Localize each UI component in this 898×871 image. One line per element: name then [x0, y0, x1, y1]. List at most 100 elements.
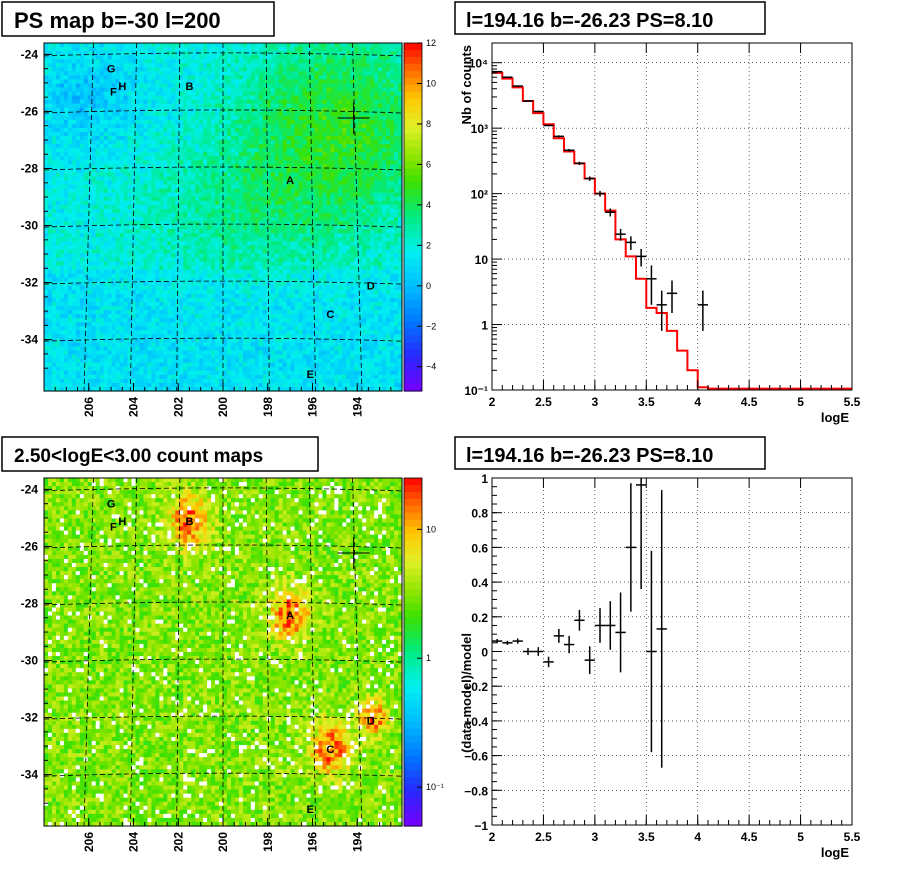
- map-pixel: [127, 196, 133, 202]
- map-pixel: [151, 123, 156, 129]
- map-pixel: [346, 245, 351, 250]
- map-pixel: [79, 103, 85, 109]
- map-pixel: [330, 245, 335, 250]
- map-pixel: [322, 261, 328, 267]
- map-pixel: [354, 59, 359, 64]
- map-pixel: [226, 136, 232, 141]
- map-pixel: [199, 160, 204, 165]
- map-pixel: [262, 233, 268, 238]
- map-pixel: [123, 225, 129, 230]
- map-pixel: [47, 87, 53, 93]
- map-pixel: [282, 95, 288, 101]
- map-pixel: [242, 225, 248, 230]
- map-pixel: [294, 245, 300, 250]
- map-pixel: [75, 196, 81, 202]
- map-pixel: [131, 115, 137, 121]
- map-pixel: [171, 184, 176, 190]
- map-pixel: [139, 208, 145, 214]
- map-pixel: [278, 83, 284, 89]
- map-pixel: [79, 95, 85, 101]
- map-pixel: [278, 221, 284, 226]
- map-pixel: [119, 249, 125, 255]
- map-pixel: [99, 212, 105, 218]
- map-pixel: [382, 111, 387, 117]
- map-pixel: [310, 111, 316, 117]
- map-pixel: [59, 152, 65, 157]
- map-pixel: [215, 83, 220, 89]
- map-pixel: [326, 261, 331, 267]
- map-pixel: [226, 95, 232, 101]
- map-pixel: [83, 245, 89, 250]
- map-pixel: [294, 119, 300, 125]
- map-pixel: [286, 261, 292, 267]
- map-pixel: [262, 123, 268, 129]
- map-pixel: [44, 156, 49, 161]
- map-pixel: [44, 103, 49, 109]
- map-pixel: [147, 148, 152, 153]
- map-pixel: [266, 225, 272, 230]
- map-pixel: [91, 200, 97, 206]
- map-pixel: [342, 79, 347, 85]
- map-pixel: [354, 47, 359, 52]
- map-pixel: [175, 225, 180, 230]
- map-pixel: [127, 204, 133, 210]
- map-pixel: [207, 204, 212, 210]
- map-pixel: [338, 156, 343, 161]
- map-pixel: [362, 241, 367, 246]
- map-pixel: [338, 63, 343, 68]
- map-pixel: [159, 107, 164, 113]
- map-pixel: [171, 217, 176, 222]
- map-pixel: [179, 152, 184, 157]
- map-pixel: [63, 164, 69, 170]
- map-pixel: [358, 180, 363, 186]
- map-pixel: [187, 261, 192, 267]
- map-pixel: [394, 148, 399, 153]
- map-pixel: [314, 221, 320, 226]
- map-pixel: [63, 51, 69, 56]
- map-pixel: [147, 200, 152, 206]
- map-pixel: [382, 71, 387, 76]
- map-pixel: [151, 212, 156, 218]
- map-pixel: [63, 261, 69, 267]
- map-pixel: [238, 127, 244, 133]
- map-pixel: [135, 144, 141, 149]
- map-pixel: [179, 217, 184, 222]
- map-pixel: [246, 164, 252, 170]
- map-pixel: [350, 180, 355, 186]
- map-pixel: [350, 127, 355, 133]
- map-pixel: [378, 200, 383, 206]
- map-pixel: [211, 79, 216, 85]
- map-pixel: [254, 107, 260, 113]
- map-pixel: [270, 233, 276, 238]
- map-pixel: [282, 79, 288, 85]
- map-pixel: [274, 75, 280, 81]
- map-pixel: [390, 144, 395, 149]
- map-pixel: [246, 253, 252, 259]
- map-pixel: [111, 71, 117, 76]
- map-pixel: [127, 200, 133, 206]
- map-pixel: [370, 91, 375, 97]
- map-pixel: [366, 221, 371, 226]
- map-pixel: [99, 83, 105, 89]
- map-pixel: [63, 217, 69, 222]
- map-pixel: [370, 43, 375, 48]
- map-pixel: [119, 176, 125, 182]
- map-pixel: [270, 249, 276, 255]
- map-pixel: [103, 79, 109, 85]
- map-pixel: [59, 217, 65, 222]
- map-pixel: [298, 168, 304, 174]
- map-pixel: [223, 257, 228, 263]
- map-pixel: [191, 196, 196, 202]
- map-pixel: [159, 123, 164, 129]
- map-pixel: [99, 55, 105, 60]
- map-pixel: [51, 152, 57, 157]
- map-pixel: [242, 127, 248, 133]
- map-pixel: [330, 132, 335, 137]
- map-pixel: [382, 172, 387, 178]
- map-pixel: [274, 55, 280, 60]
- map-pixel: [234, 233, 240, 238]
- map-pixel: [103, 265, 109, 271]
- map-pixel: [334, 196, 339, 202]
- map-pixel: [187, 152, 192, 157]
- map-pixel: [55, 184, 61, 190]
